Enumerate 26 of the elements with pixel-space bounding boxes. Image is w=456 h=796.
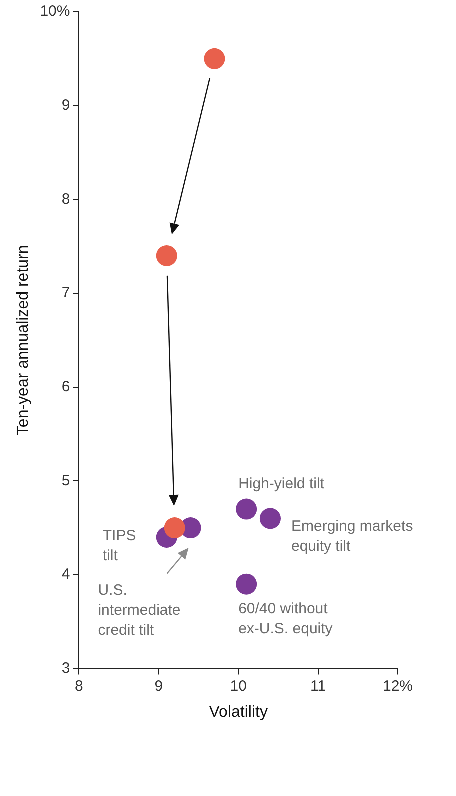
y-tick-label: 10%: [40, 3, 70, 20]
annotation: TIPS tilt: [102, 528, 136, 565]
point: [164, 518, 186, 539]
annotation: High-yield tilt: [238, 475, 326, 492]
y-tick-label: 5: [62, 472, 70, 490]
y-tick-label: 7: [62, 284, 70, 302]
x-tick-label: 9: [154, 678, 164, 695]
y-tick-label: 9: [62, 96, 70, 114]
annotation: Emerging markets equity tilt: [291, 518, 414, 555]
point: [204, 48, 226, 70]
y-axis-title: Ten-year annualized return: [15, 245, 32, 436]
x-axis-title: Volatility: [209, 704, 268, 721]
point: [236, 574, 258, 595]
y-tick-label: 6: [62, 378, 70, 396]
point: [260, 508, 281, 530]
x-tick-label: 8: [75, 678, 84, 695]
point: [156, 245, 178, 266]
y-tick-label: 4: [62, 566, 70, 584]
point: [236, 498, 258, 520]
x-tick-label: 10: [230, 678, 247, 695]
annotation: 60/40 without ex-U.S. equity: [238, 600, 334, 638]
annotation: U.S. intermediate credit tilt: [98, 582, 181, 639]
y-tick-label: 3: [62, 660, 70, 677]
x-tick-label: 12%: [382, 678, 414, 695]
x-tick-label: 11: [310, 678, 326, 695]
y-tick-label: 8: [62, 190, 70, 208]
